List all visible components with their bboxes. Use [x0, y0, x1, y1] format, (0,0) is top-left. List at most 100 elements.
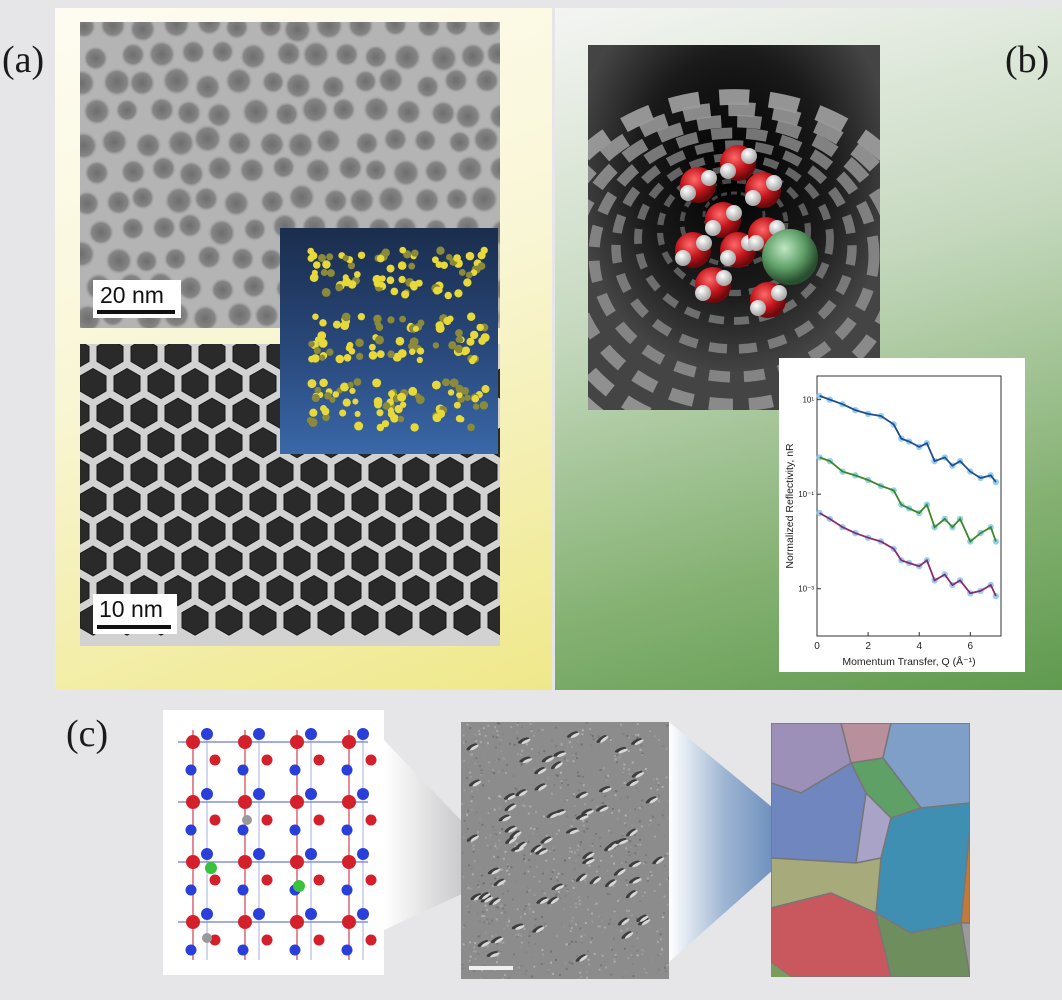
atom-red [342, 855, 356, 869]
sem-grain [466, 905, 469, 908]
dislocation-mark [613, 867, 624, 876]
sem-grain [599, 859, 602, 862]
nanoparticle [320, 74, 346, 100]
hex-nanoparticle [164, 397, 192, 429]
sem-grain [461, 872, 464, 875]
sem-grain [577, 844, 580, 847]
sem-grain [608, 829, 611, 832]
atom-red [238, 795, 252, 809]
sem-grain [483, 915, 486, 918]
lattice-sphere [375, 335, 384, 345]
nanoparticle [423, 158, 450, 185]
sem-grain [529, 827, 532, 830]
sem-grain [570, 825, 573, 828]
sem-grain [634, 916, 637, 919]
sem-grain [540, 835, 543, 838]
sem-grain [499, 941, 502, 944]
sem-grain [500, 738, 503, 741]
nanoparticle [239, 42, 268, 71]
lattice-sphere [386, 276, 395, 285]
sem-grain [485, 836, 488, 839]
sem-grain [511, 898, 514, 901]
lattice-sphere [435, 323, 445, 333]
dislocation-highlight [556, 752, 567, 758]
hydrogen-atom [720, 250, 736, 266]
sem-grain [626, 795, 629, 798]
sem-grain [662, 817, 665, 820]
dislocation-mark [631, 770, 643, 778]
hex-nanoparticle [80, 459, 90, 486]
sem-grain [498, 839, 501, 842]
sem-grain [481, 823, 484, 826]
sem-grain [605, 779, 608, 782]
dislocation-mark [638, 918, 649, 926]
dislocation-highlight [508, 827, 518, 833]
hex-nanoparticle [198, 397, 226, 429]
sem-grain [506, 863, 509, 866]
sem-grain [463, 924, 466, 927]
lattice-sphere [376, 409, 384, 417]
lattice-sphere [408, 262, 416, 270]
sem-grain [553, 857, 556, 860]
sem-grain [461, 802, 464, 805]
sem-grain [605, 776, 608, 779]
sem-grain [558, 874, 561, 877]
sem-grain [513, 845, 516, 848]
nanoparticle [196, 244, 222, 270]
sem-grain [503, 757, 506, 760]
sem-grain [519, 888, 522, 891]
dislocation-mark [498, 814, 510, 822]
sem-grain [641, 753, 644, 756]
sem-grain [633, 785, 636, 788]
sem-grain [623, 763, 626, 766]
sem-grain [465, 765, 468, 768]
data-point [816, 454, 823, 461]
nanoparticle [193, 73, 222, 101]
sem-grain [660, 946, 663, 949]
sem-grain [530, 729, 533, 732]
nanoparticle [304, 156, 332, 185]
lattice-sphere [311, 393, 320, 403]
lattice-sphere [326, 348, 334, 356]
hex-nanoparticle [453, 604, 481, 636]
nanoparticle [100, 127, 129, 157]
sem-grain [493, 772, 496, 775]
sem-grain [575, 923, 578, 926]
sem-grain [571, 962, 574, 965]
sem-grain [591, 799, 594, 802]
lattice-sphere [397, 415, 405, 423]
dislocation-highlight [634, 739, 644, 746]
sem-grain [526, 743, 529, 746]
nanoparticle [429, 99, 457, 127]
sem-grain [637, 764, 640, 767]
sem-grain [651, 815, 654, 818]
sem-grain [491, 943, 494, 946]
sem-grain [634, 844, 637, 847]
hex-nanoparticle [80, 518, 90, 545]
scalebar-bottom-line [97, 625, 171, 629]
sem-grain [645, 971, 648, 974]
nanoparticle [376, 184, 406, 214]
sem-grain [533, 767, 536, 770]
sem-grain [593, 773, 596, 776]
nanoparticle [115, 98, 140, 123]
sem-grain [653, 889, 656, 892]
hex-nanoparticle [249, 604, 277, 636]
lattice-sphere [478, 337, 486, 345]
sem-grain [480, 772, 483, 775]
sem-grain [577, 830, 580, 833]
sem-grain [663, 864, 666, 867]
sem-grain [579, 864, 582, 867]
nanoparticle [130, 185, 156, 211]
lattice-sphere [416, 356, 423, 364]
atom-gray [242, 815, 252, 825]
sem-grain [588, 765, 591, 768]
sem-grain [616, 899, 619, 902]
sem-grain [502, 907, 505, 910]
lattice-sphere [414, 393, 421, 400]
sem-grain [500, 904, 503, 907]
dislocation-mark [491, 936, 502, 944]
sem-grain [474, 950, 477, 953]
crystal-lattice-image [163, 710, 384, 975]
lattice-sphere [309, 273, 319, 282]
